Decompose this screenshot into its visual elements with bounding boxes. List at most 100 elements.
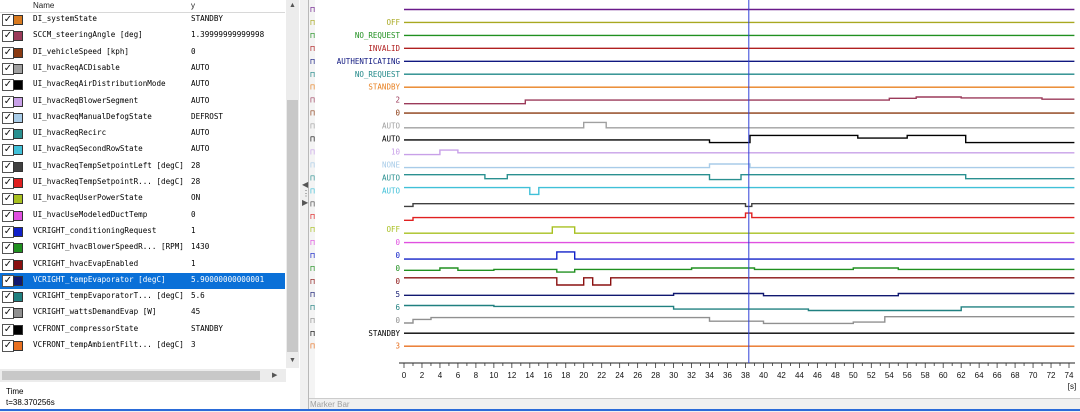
signal-name: UI_hvacReqAirDistributionMode — [33, 79, 166, 89]
value-column-header[interactable]: y — [191, 1, 195, 10]
signal-lane[interactable]: Π AUTO — [310, 173, 1075, 182]
signal-lane[interactable]: Π NO_REQUEST — [310, 31, 1075, 40]
signal-color-swatch[interactable] — [13, 292, 23, 303]
signal-row[interactable]: ✓ VCRIGHT_conditioningRequest 1 — [0, 224, 285, 240]
signal-plot-area[interactable]: Π Π OFF Π NO_REQUEST Π INVALID Π AUTHENTICATING Π… — [309, 0, 1080, 411]
horizontal-scroll-thumb[interactable] — [2, 371, 260, 380]
signal-row[interactable]: ✓ UI_hvacReqACDisable AUTO — [0, 61, 285, 77]
lane-trace — [404, 226, 1075, 234]
signal-lane[interactable]: Π OFF — [310, 225, 1075, 234]
signal-lane[interactable]: Π — [310, 201, 1075, 208]
signal-color-swatch[interactable] — [13, 324, 23, 335]
signal-value: AUTO — [191, 144, 210, 154]
lane-trace — [404, 292, 1075, 297]
signal-row[interactable]: ✓ UI_hvacReqManualDefogState DEFROST — [0, 110, 285, 126]
scroll-right-icon[interactable]: ▶ — [272, 372, 278, 379]
signal-row[interactable]: ✓ UI_hvacReqBlowerSegment AUTO — [0, 94, 285, 110]
lane-trace — [404, 121, 1075, 129]
signal-row[interactable]: ✓ UI_hvacReqTempSetpointR... [degC] 28 — [0, 175, 285, 191]
panel-splitter[interactable] — [300, 0, 309, 411]
signal-value: 1.39999999999998 — [191, 30, 265, 40]
signal-row[interactable]: ✓ VCRIGHT_hvacEvapEnabled 1 — [0, 257, 285, 273]
signal-color-swatch[interactable] — [13, 112, 23, 123]
signal-row[interactable]: ✓ VCRIGHT_hvacBlowerSpeedR... [RPM] 1430 — [0, 240, 285, 256]
signal-color-swatch[interactable] — [13, 145, 23, 156]
signal-row[interactable]: ✓ SCCM_steeringAngle [deg] 1.3999999999999… — [0, 28, 285, 44]
signal-lane[interactable]: Π AUTHENTICATING — [310, 57, 1075, 66]
signal-color-swatch[interactable] — [13, 15, 23, 25]
signal-lane[interactable]: Π NONE — [310, 160, 1075, 169]
lane-tag-icon: Π — [310, 331, 315, 338]
signal-lane[interactable]: Π STANDBY — [310, 329, 1075, 338]
signal-color-swatch[interactable] — [13, 96, 23, 107]
time-axis-tick-label: 56 — [903, 371, 912, 380]
lane-tag-icon: Π — [310, 137, 315, 144]
signal-row[interactable]: ✓ UI_hvacReqRecirc AUTO — [0, 126, 285, 142]
signal-row[interactable]: ✓ VCFRONT_compressorState STANDBY — [0, 322, 285, 338]
splitter-grip-icon[interactable]: ◀ ⋮ ▶ — [302, 180, 310, 207]
signal-color-swatch[interactable] — [13, 63, 23, 74]
signal-row[interactable]: ✓ VCRIGHT_tempEvaporatorT... [degC] 5.6 — [0, 289, 285, 305]
signal-lane[interactable]: Π AUTO — [310, 121, 1075, 131]
signal-color-swatch[interactable] — [13, 341, 23, 351]
signal-lane[interactable]: Π STANDBY — [310, 83, 1075, 92]
signal-color-swatch[interactable] — [13, 308, 23, 319]
signal-row[interactable]: ✓ UI_hvacReqUserPowerState ON — [0, 191, 285, 207]
scroll-down-icon[interactable]: ▼ — [289, 357, 296, 364]
time-axis-tick-label: 46 — [813, 371, 822, 380]
signal-color-swatch[interactable] — [13, 194, 23, 205]
lane-value-label: 0 — [395, 264, 400, 273]
signal-plot[interactable]: Π Π OFF Π NO_REQUEST Π INVALID Π AUTHENTICATING Π… — [309, 0, 1080, 398]
signal-row[interactable]: ✓ VCRIGHT_wattsDemandEvap [W] 45 — [0, 305, 285, 321]
signal-lane[interactable]: Π INVALID — [310, 44, 1075, 53]
signal-row[interactable]: ✓ VCFRONT_tempAmbientFilt... [degC] 3 — [0, 338, 285, 354]
signal-lane[interactable]: Π AUTO — [310, 186, 1075, 195]
signal-lane[interactable]: Π — [310, 212, 1075, 221]
marker-bar[interactable]: Marker Bar — [309, 398, 1080, 412]
signal-row[interactable]: ✓ UI_hvacReqSecondRowState AUTO — [0, 142, 285, 158]
signal-lane[interactable]: Π — [310, 7, 1075, 14]
signal-color-swatch[interactable] — [13, 243, 23, 254]
signal-color-swatch[interactable] — [13, 47, 23, 58]
signal-value: STANDBY — [191, 323, 224, 333]
scroll-up-icon[interactable]: ▲ — [289, 2, 296, 9]
signal-row[interactable]: ✓ VCRIGHT_tempEvaporator [degC] 5.90000000… — [0, 272, 285, 289]
signal-lane[interactable]: Π AUTO — [310, 135, 1075, 144]
signal-row[interactable]: ✓ UI_hvacReqAirDistributionMode AUTO — [0, 77, 285, 93]
signal-color-swatch[interactable] — [13, 275, 23, 286]
signal-lane[interactable]: Π 10 — [310, 147, 1075, 156]
signal-row[interactable]: ✓ UI_hvacUseModeledDuctTemp 0 — [0, 208, 285, 224]
signal-color-swatch[interactable] — [13, 129, 23, 140]
lane-tag-icon: Π — [310, 344, 315, 351]
signal-color-swatch[interactable] — [13, 259, 23, 270]
signal-row[interactable]: ✓ DI_vehicleSpeed [kph] 0 — [0, 45, 285, 61]
signal-row[interactable]: ✓ UI_hvacReqTempSetpointLeft [degC] 28 — [0, 159, 285, 175]
signal-color-swatch[interactable] — [13, 178, 23, 188]
signal-color-swatch[interactable] — [13, 210, 23, 221]
lane-value-label: 0 — [395, 238, 400, 247]
name-column-header[interactable]: Name — [33, 1, 55, 10]
signal-color-swatch[interactable] — [13, 80, 23, 91]
signal-row[interactable]: ✓ DI_systemState STANDBY — [0, 12, 285, 28]
visibility-checkbox[interactable]: ✓ — [2, 193, 14, 206]
signal-color-swatch[interactable] — [13, 161, 23, 172]
lane-value-label: 0 — [395, 316, 400, 325]
vertical-scroll-thumb[interactable] — [287, 100, 298, 352]
signal-lane[interactable]: Π OFF — [310, 18, 1075, 27]
signal-color-swatch[interactable] — [13, 31, 23, 42]
signal-lane[interactable]: Π NO_REQUEST — [310, 70, 1075, 79]
visibility-checkbox[interactable]: ✓ — [2, 30, 14, 43]
signal-color-swatch[interactable] — [13, 226, 23, 237]
time-axis-tick-label: 42 — [777, 371, 786, 380]
visibility-checkbox[interactable]: ✓ — [2, 46, 14, 59]
